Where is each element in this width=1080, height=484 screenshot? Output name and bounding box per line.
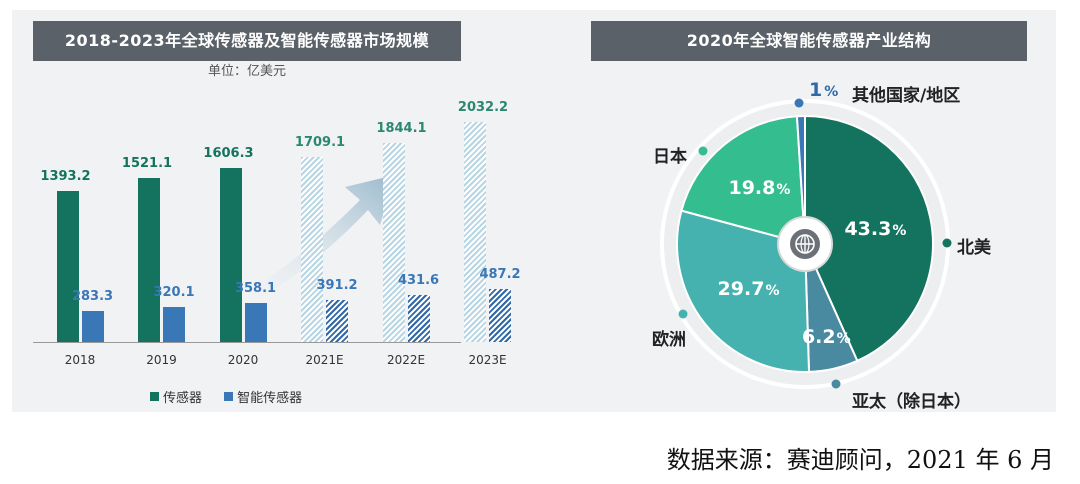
value-label-smart-sensor-2023E: 487.2 bbox=[479, 267, 521, 283]
legend-swatch-sensor bbox=[150, 392, 159, 401]
legend-label-smart-sensor: 智能传感器 bbox=[237, 391, 303, 406]
bar-sensor-2023E bbox=[464, 122, 486, 342]
x-tick-2022E: 2022E bbox=[386, 353, 426, 367]
value-label-sensor-2022E: 1844.1 bbox=[376, 120, 427, 136]
bar-smart-sensor-2022E bbox=[407, 295, 430, 342]
x-tick-2019: 2019 bbox=[146, 353, 177, 367]
pie-pct-japan: 19.8% bbox=[728, 177, 791, 200]
bar-sensor-2019 bbox=[138, 177, 160, 342]
value-label-sensor-2021E: 1709.1 bbox=[294, 135, 346, 151]
legend-item-sensor: 传感器 bbox=[150, 387, 202, 406]
pie-slice-north-america bbox=[804, 114, 934, 363]
x-tick-2021E: 2021E bbox=[305, 353, 344, 367]
data-source-note: 数据来源：赛迪顾问，2021 年 6 月 bbox=[666, 446, 1054, 474]
bar-chart-title: 2018-2023年全球传感器及智能传感器市场规模 bbox=[33, 21, 461, 61]
pie-slice-other bbox=[795, 114, 806, 245]
bar-smart-sensor-2019 bbox=[163, 307, 185, 342]
value-label-smart-sensor-2021E: 391.2 bbox=[316, 277, 358, 293]
pie-name-asia-pacific: 亚太（除日本） bbox=[852, 392, 971, 412]
bar-smart-sensor-2018 bbox=[81, 311, 104, 342]
value-label-smart-sensor-2019: 320.1 bbox=[153, 285, 195, 301]
bar-smart-sensor-2023E bbox=[489, 289, 511, 342]
value-label-sensor-2023E: 2032.2 bbox=[457, 100, 509, 116]
value-label-smart-sensor-2020: 358.1 bbox=[234, 281, 277, 297]
value-label-sensor-2018: 1393.2 bbox=[40, 169, 91, 185]
pie-chart-title: 2020年全球智能传感器产业结构 bbox=[591, 21, 1027, 61]
pie-pct-europe: 29.7% bbox=[717, 277, 780, 300]
pie-dot-japan bbox=[698, 146, 708, 156]
value-label-smart-sensor-2018: 283.3 bbox=[71, 289, 114, 305]
pie-pct-other: 1% bbox=[809, 79, 839, 101]
x-tick-2018: 2018 bbox=[64, 353, 96, 367]
pie-slice-europe bbox=[676, 209, 811, 373]
bar-chart-unit-label: 单位：亿美元 bbox=[207, 64, 286, 79]
pie-name-other: 其他国家/地区 bbox=[852, 86, 961, 106]
bar-sensor-2021E bbox=[301, 157, 323, 342]
pie-dot-other bbox=[794, 98, 804, 108]
bar-sensor-2018 bbox=[56, 191, 79, 342]
pie-pct-asia-pacific: 6.2% bbox=[801, 325, 851, 348]
legend-label-sensor: 传感器 bbox=[163, 391, 203, 406]
bar-sensor-2020 bbox=[219, 168, 242, 342]
pie-dot-north-america bbox=[942, 238, 952, 248]
bar-chart-legend: 传感器 智能传感器 bbox=[150, 387, 390, 406]
pie-dot-europe bbox=[678, 309, 688, 319]
value-label-sensor-2019: 1521.1 bbox=[121, 155, 173, 171]
value-label-smart-sensor-2022E: 431.6 bbox=[397, 273, 440, 289]
legend-swatch-smart-sensor bbox=[224, 392, 234, 401]
pie-slice-japan bbox=[680, 115, 807, 246]
pie-name-japan: 日本 bbox=[653, 147, 687, 167]
pie-pct-north-america: 43.3% bbox=[844, 217, 907, 240]
x-tick-2020: 2020 bbox=[227, 353, 259, 367]
pie-dot-asia-pacific bbox=[831, 379, 841, 389]
value-label-sensor-2020: 1606.3 bbox=[203, 146, 254, 162]
bar-smart-sensor-2020 bbox=[244, 303, 267, 342]
bar-sensor-2022E bbox=[382, 142, 405, 342]
pie-name-north-america: 北美 bbox=[957, 238, 991, 258]
globe-gear-icon bbox=[790, 229, 820, 259]
legend-item-smart-sensor: 智能传感器 bbox=[224, 387, 302, 406]
x-axis-line bbox=[33, 342, 461, 343]
bar-smart-sensor-2021E bbox=[326, 299, 348, 342]
pie-name-europe: 欧洲 bbox=[652, 330, 686, 350]
x-tick-2023E: 2023E bbox=[468, 353, 507, 367]
